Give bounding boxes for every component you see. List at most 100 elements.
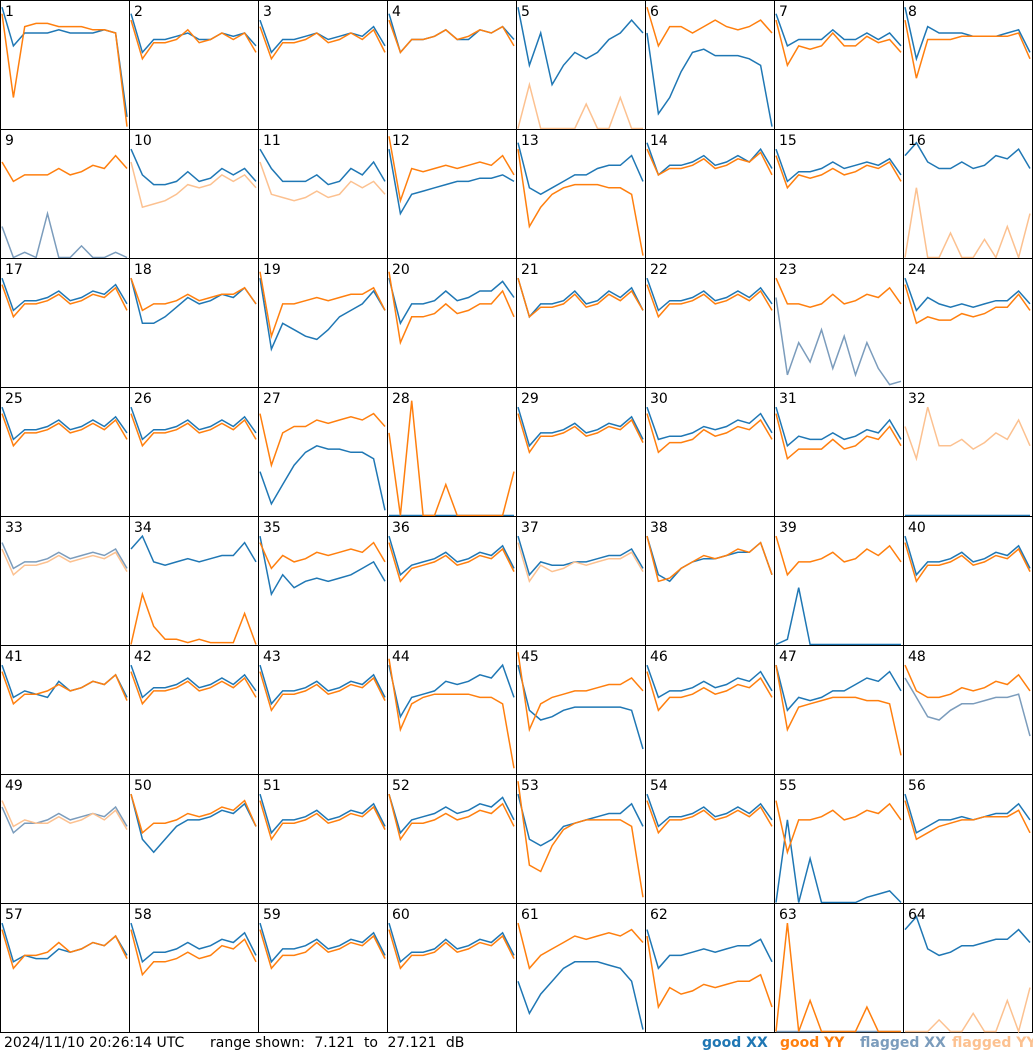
panel: 10 [129, 129, 259, 259]
panel-frame [129, 645, 259, 775]
panel-label: 20 [392, 262, 410, 278]
spectrum-yy [388, 271, 515, 346]
panel-label: 14 [650, 133, 668, 149]
spectrum-xx [388, 148, 515, 216]
panel: 19 [258, 258, 388, 388]
panel-frame [645, 516, 775, 646]
panel-frame [258, 774, 388, 904]
panel-label: 38 [650, 520, 668, 536]
spectrum-yy [517, 81, 643, 130]
panel: 39 [774, 516, 904, 646]
panel-label: 55 [779, 778, 797, 794]
legend-entry: flagged XX [860, 1035, 946, 1051]
panel-label: 29 [521, 391, 539, 407]
panel-label: 8 [908, 4, 917, 20]
spectrum-xx [259, 922, 386, 964]
range-max: 27.121 [387, 1035, 436, 1051]
panel-frame [903, 258, 1033, 388]
panel-frame [129, 903, 259, 1033]
spectrum-xx [904, 7, 1031, 62]
panel-frame [645, 774, 775, 904]
panel-frame [0, 387, 130, 517]
spectrum-yy [775, 664, 902, 756]
panel-label: 56 [908, 778, 926, 794]
spectrum-yy [130, 413, 257, 448]
panel-frame [516, 774, 646, 904]
spectrum-yy [904, 284, 1031, 325]
panel-label: 64 [908, 907, 926, 923]
spectrum-yy [775, 19, 902, 68]
spectrum-xx [517, 142, 644, 196]
panel: 51 [258, 774, 388, 904]
panel-label: 58 [134, 907, 152, 923]
panel-frame [645, 0, 775, 130]
spectrum-yy [775, 155, 902, 190]
spectrum-yy [259, 161, 386, 202]
spectrum-xx [130, 534, 257, 566]
panel-label: 24 [908, 262, 926, 278]
panel-label: 36 [392, 520, 410, 536]
panel-label: 35 [263, 520, 281, 536]
panel-frame [258, 645, 388, 775]
legend-entry: good YY [780, 1035, 845, 1051]
spectrum-xx [130, 664, 257, 699]
spectrum-xx [517, 664, 644, 750]
spectrum-yy [646, 535, 773, 583]
spectrum-yy [517, 922, 644, 970]
panel-label: 39 [779, 520, 797, 536]
panel-frame [516, 258, 646, 388]
panel-frame [0, 516, 130, 646]
spectrum-yy [259, 800, 386, 842]
panel: 8 [903, 0, 1033, 130]
panel-frame [258, 387, 388, 517]
spectrum-yy [388, 19, 515, 54]
spectrum-yy [1, 929, 128, 970]
panel-label: 7 [779, 4, 788, 20]
spectrum-yy [517, 413, 644, 455]
spectrum-xx [259, 277, 386, 352]
spectrum-xx [259, 535, 386, 597]
spectrum-xx [388, 663, 515, 719]
spectrum-yy [259, 271, 386, 340]
spectrum-yy [775, 535, 902, 577]
panel: 30 [645, 387, 775, 517]
panel: 2 [129, 0, 259, 130]
panel-label: 50 [134, 778, 152, 794]
range-text: range shown: 7.121 to 27.121 dB [210, 1035, 464, 1051]
spectrum-yy [904, 406, 1031, 462]
panel-label: 22 [650, 262, 668, 278]
spectrum-xx [904, 141, 1031, 170]
spectrum-xx [130, 406, 257, 441]
panel: 12 [387, 129, 517, 259]
legend-entry: good XX [702, 1035, 768, 1051]
spectrum-yy [517, 781, 644, 898]
spectrum-xx [775, 406, 902, 448]
spectrum-xx [130, 922, 257, 964]
spectrum-yy [388, 793, 515, 842]
panel-label: 59 [263, 907, 281, 923]
spectrum-xx [1, 210, 128, 259]
panel: 23 [774, 258, 904, 388]
spectrum-xx [1, 805, 128, 835]
spectrum-yy [130, 277, 257, 312]
panel-frame [129, 0, 259, 130]
panel-frame [645, 387, 775, 517]
panel-label: 10 [134, 133, 152, 149]
spectrum-xx [1, 406, 128, 441]
panel-label: 1 [5, 4, 14, 20]
spectrum-xx [904, 677, 1031, 737]
panel-frame [387, 129, 517, 259]
panel-label: 40 [908, 520, 926, 536]
spectrum-yy [259, 929, 386, 970]
spectrum-yy [775, 413, 902, 461]
panel-label: 13 [521, 133, 539, 149]
panel: 62 [645, 903, 775, 1033]
spectrum-xx [259, 444, 386, 511]
spectrum-xx [646, 664, 773, 699]
panel: 27 [258, 387, 388, 517]
panel-frame [774, 645, 904, 775]
panel: 64 [903, 903, 1033, 1035]
panel: 21 [516, 258, 646, 388]
